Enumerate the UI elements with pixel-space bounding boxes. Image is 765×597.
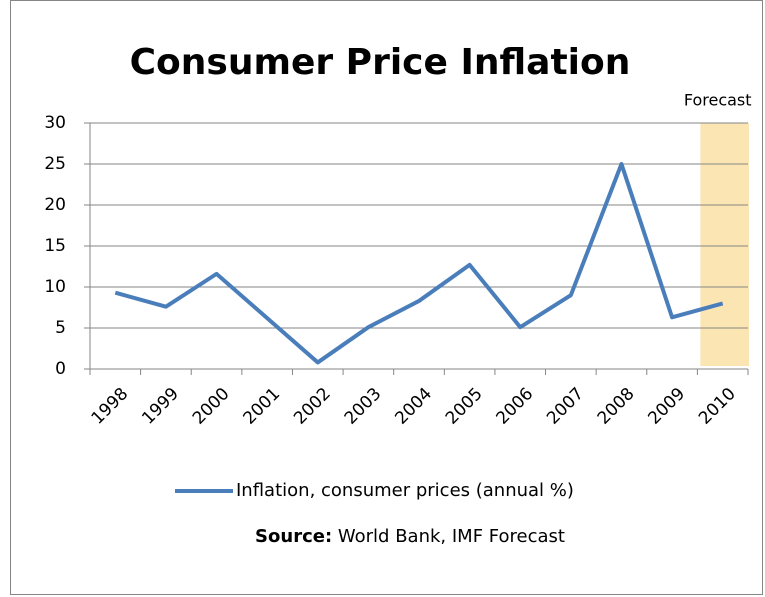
source-label: Source:	[255, 526, 332, 547]
chart-title: Consumer Price Inflation	[130, 42, 631, 83]
y-tick-label: 25	[44, 154, 66, 174]
source: Source: World Bank, IMF Forecast	[255, 526, 565, 547]
forecast-band	[700, 123, 749, 366]
y-tick-label: 10	[44, 277, 66, 297]
y-tick-label: 5	[55, 318, 66, 338]
y-tick-label: 20	[44, 195, 66, 215]
y-tick-label: 15	[44, 236, 66, 256]
source-text: World Bank, IMF Forecast	[338, 526, 565, 547]
y-tick-label: 0	[55, 359, 66, 379]
legend-label: Inflation, consumer prices (annual %)	[236, 480, 574, 501]
chart-border	[10, 0, 763, 595]
forecast-label: Forecast	[684, 91, 752, 110]
data-line	[114, 162, 724, 365]
y-tick-label: 30	[44, 113, 66, 133]
